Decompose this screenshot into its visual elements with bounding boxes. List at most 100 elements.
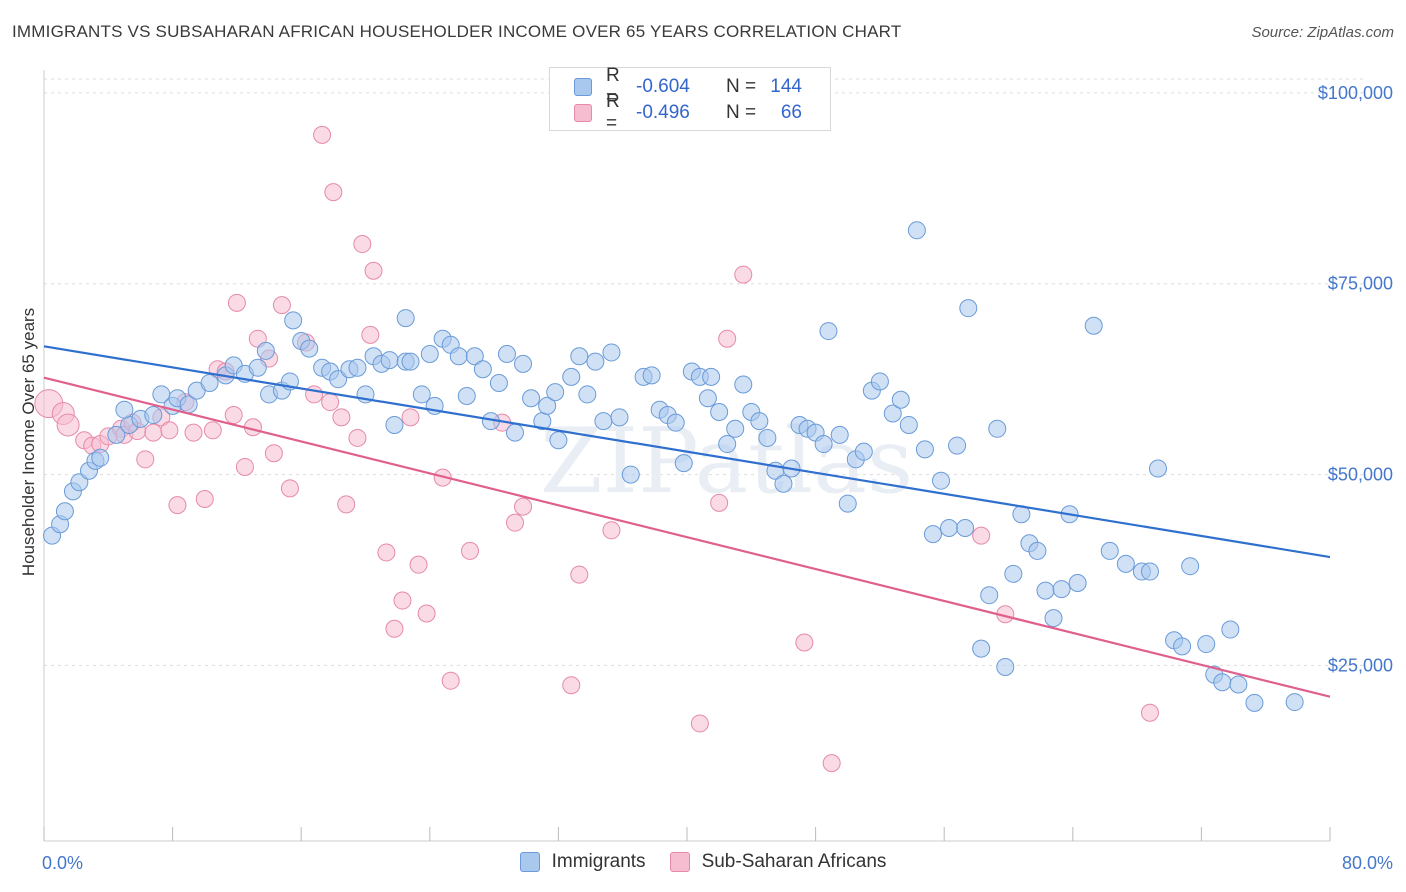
immigrant-point — [750, 412, 769, 431]
immigrant-point — [948, 436, 967, 455]
immigrant-point — [1245, 693, 1264, 712]
x-tick-labels: 0.0% 80.0% — [42, 853, 1393, 873]
africans-point — [144, 423, 163, 442]
immigrant-point — [1197, 635, 1216, 654]
immigrant-point — [819, 322, 838, 341]
chart-title: IMMIGRANTS VS SUBSAHARAN AFRICAN HOUSEHO… — [12, 22, 902, 41]
legend-item-immigrants[interactable]: Immigrants — [519, 851, 646, 873]
africans-point — [570, 565, 589, 584]
immigrant-point — [380, 351, 399, 370]
africans-point — [168, 496, 187, 515]
immigrant-point — [988, 419, 1007, 438]
immigrant-point — [1285, 693, 1304, 712]
africans-point — [364, 261, 383, 280]
immigrant-point — [940, 519, 959, 538]
africans-point — [264, 444, 283, 463]
africans-point — [734, 265, 753, 284]
immigrant-point — [1116, 554, 1135, 573]
africans-legend-label: Sub-Saharan Africans — [701, 851, 887, 872]
y-tick-labels: $25,000 $50,000 $75,000 $100,000 — [1318, 83, 1393, 676]
legend-row-africans: R = -0.496 N = 66 — [574, 91, 802, 134]
africans-point — [227, 293, 246, 312]
africans-point — [377, 543, 396, 562]
immigrant-point — [300, 339, 319, 358]
immigrant-point — [718, 435, 737, 454]
immigrants-trend-line — [43, 345, 1331, 559]
y-tick-label: $75,000 — [1328, 274, 1393, 294]
immigrant-point — [956, 519, 975, 538]
immigrant-point — [1068, 573, 1087, 592]
immigrant-point — [610, 408, 629, 427]
immigrant-point — [1044, 609, 1063, 628]
africans-swatch — [574, 104, 592, 122]
africans-point — [441, 671, 460, 690]
immigrant-point — [570, 347, 589, 366]
africans-point — [417, 604, 436, 623]
africans-point — [337, 495, 356, 514]
immigrant-point — [396, 309, 415, 328]
africans-point — [710, 493, 729, 512]
immigrant-point — [931, 471, 950, 490]
africans-point — [401, 408, 420, 427]
africans-point — [602, 521, 621, 540]
immigrants-legend-label: Immigrants — [551, 851, 646, 872]
africans-point — [393, 591, 412, 610]
immigrant-point — [838, 494, 857, 513]
africans-trend-line — [43, 376, 1331, 698]
immigrant-point — [412, 385, 431, 404]
n-label: N = — [726, 102, 757, 123]
series-legend: Immigrants Sub-Saharan Africans — [0, 851, 1406, 873]
immigrant-point — [1221, 620, 1240, 639]
immigrant-point — [726, 419, 745, 438]
immigrant-point — [578, 385, 597, 404]
immigrant-point — [562, 367, 581, 386]
immigrant-point — [144, 406, 163, 425]
immigrant-point — [1084, 316, 1103, 335]
immigrant-point — [522, 389, 541, 408]
immigrant-point — [972, 639, 991, 658]
immigrant-point — [1036, 581, 1055, 600]
immigrant-point — [107, 425, 126, 444]
immigrant-point — [830, 425, 849, 444]
legend-item-africans[interactable]: Sub-Saharan Africans — [669, 851, 887, 873]
africans-point — [280, 479, 299, 498]
r-label: R = — [606, 65, 620, 108]
immigrant-point — [854, 442, 873, 461]
immigrant-point — [710, 402, 729, 421]
immigrant-point — [465, 347, 484, 366]
immigrant-point — [907, 221, 926, 240]
immigrant-point — [549, 431, 568, 450]
africans-point — [385, 619, 404, 638]
africans-point — [460, 541, 479, 560]
immigrant-point — [1148, 459, 1167, 478]
legend-row-immigrants: R = -0.604 N = 144 — [574, 65, 802, 108]
immigrant-point — [505, 423, 524, 442]
n-label: N = — [726, 76, 757, 97]
africans-point — [321, 393, 340, 412]
immigrant-point — [899, 415, 918, 434]
immigrant-point — [959, 299, 978, 318]
immigrant-point — [774, 474, 793, 493]
immigrant-point — [702, 367, 721, 386]
africans-point — [822, 754, 841, 773]
africans-point — [224, 406, 243, 425]
immigrant-point — [1100, 541, 1119, 560]
immigrant-point — [348, 358, 367, 377]
africans-point — [56, 413, 80, 437]
africans-point — [235, 457, 254, 476]
immigrant-point — [1213, 673, 1232, 692]
immigrant-point — [674, 454, 693, 473]
immigrant-point — [385, 415, 404, 434]
n-value: 144 — [770, 76, 802, 97]
immigrant-point — [996, 657, 1015, 676]
africans-point — [305, 385, 324, 404]
x-tick-label: 80.0% — [1342, 853, 1393, 873]
immigrant-point — [1052, 580, 1071, 599]
africans-point — [505, 513, 524, 532]
y-tick-label: $50,000 — [1328, 465, 1393, 485]
immigrant-point — [891, 390, 910, 409]
africans-point — [562, 676, 581, 695]
immigrant-point — [329, 370, 348, 389]
africans-point — [972, 526, 991, 545]
